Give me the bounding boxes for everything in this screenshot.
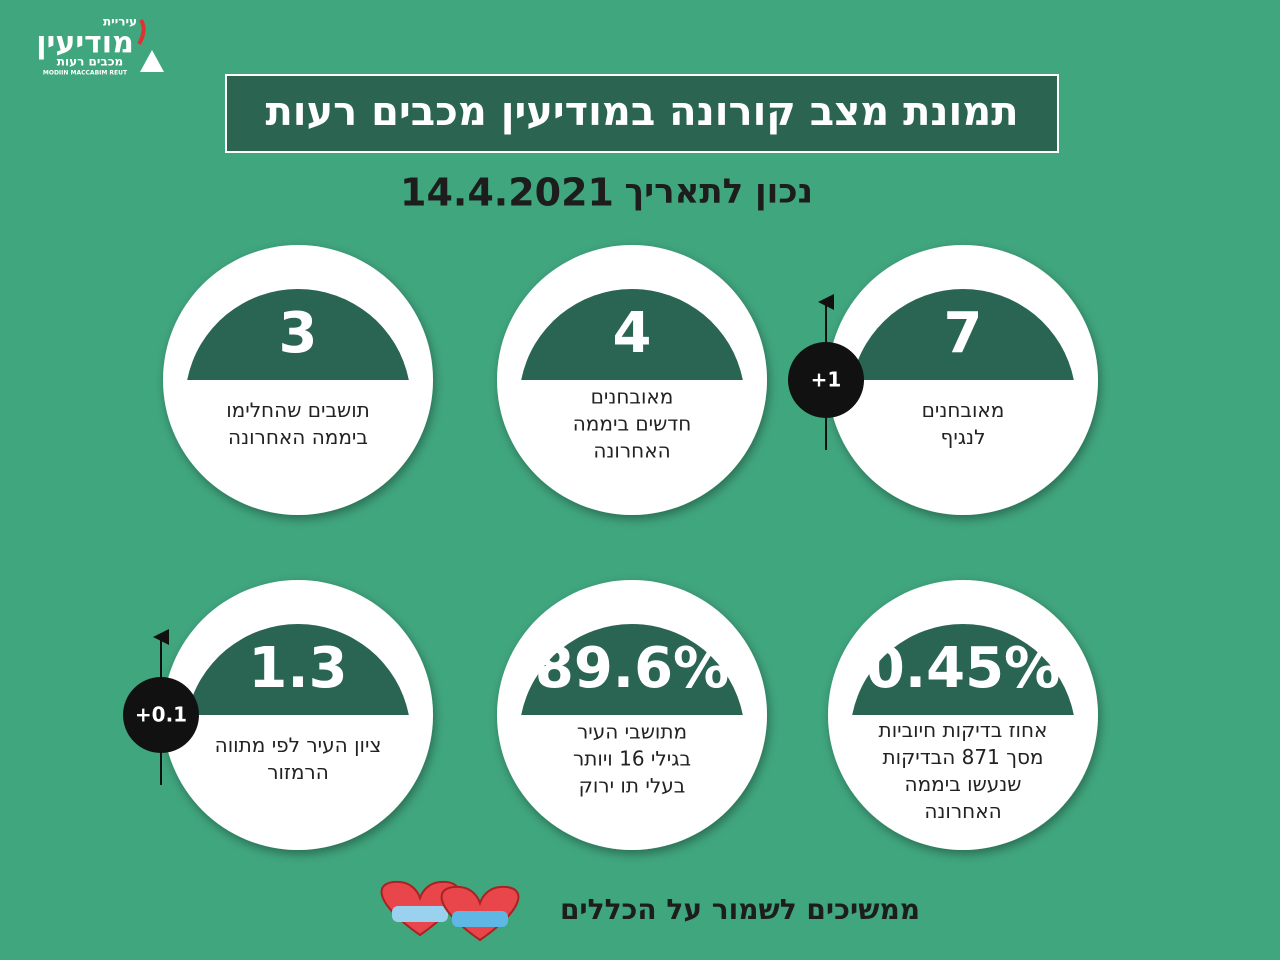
hearts (380, 880, 520, 942)
change-badge (123, 677, 199, 753)
title-box (225, 74, 1059, 153)
logo-top: עיריית (103, 15, 137, 29)
card-label: בגילי 16 ויותר (573, 747, 691, 771)
card-label: מאובחנים (591, 385, 674, 409)
card-label: ציון העיר לפי מתווה (215, 733, 382, 757)
card: 4 מאובחנים חדשים ביממה האחרונה (497, 245, 767, 515)
card-label: לנגיף (941, 425, 986, 449)
logo-icon (140, 50, 164, 72)
card-value: 0.45% (866, 636, 1060, 701)
card-label: בעלי תו ירוק (579, 774, 686, 798)
card-value: 4 (613, 301, 652, 366)
title: תמונת מצב קורונה במודיעין מכבים רעות (265, 89, 1018, 135)
card-cap (521, 289, 743, 380)
logo-flame (137, 18, 146, 45)
logo-sub: מכבים רעות (57, 55, 123, 69)
card-label: שנעשו ביממה (905, 772, 1022, 796)
logo-latin: MODIIN MACCABIM REUT (43, 70, 128, 77)
date-label: נכון לתאריך (624, 172, 813, 212)
card-label: תושבים שהחלימו (226, 398, 370, 422)
footer-text: ממשיכים לשמור על הכללים (560, 893, 920, 926)
card-value: 7 (944, 301, 983, 366)
card-cap (187, 289, 409, 380)
change-value: +0.1 (135, 703, 187, 727)
change-badge (788, 342, 864, 418)
card-label: חדשים ביממה (573, 412, 692, 436)
card-cap (852, 624, 1074, 715)
card-value: 89.6% (535, 636, 729, 701)
card-label: מאובחנים (922, 398, 1005, 422)
card-cap (187, 624, 409, 715)
card: 3 תושבים שהחלימו ביממה האחרונה (163, 245, 433, 515)
card-label: האחרונה (924, 799, 1001, 823)
date: 14.4.2021 (400, 171, 614, 215)
card-label: ביממה האחרונה (228, 425, 368, 449)
card-value: 1.3 (248, 636, 347, 701)
change-value: +1 (811, 368, 842, 392)
logo-name: מודיעין (36, 26, 134, 61)
card: 89.6% מתושבי העיר בגילי 16 ויותר בעלי תו יר… (497, 580, 767, 850)
card: 7 מאובחנים לנגיף +1 (788, 245, 1098, 515)
card-label: האחרונה (593, 439, 670, 463)
logo: עיריית מודיעין מכבים רעות MODIIN MACCABI… (36, 15, 164, 77)
card-label: מתושבי העיר (577, 720, 687, 744)
card: 0.45% אחוז בדיקות חיוביות מסך 871 הבדיקות ש… (828, 580, 1098, 850)
card-cap (521, 624, 743, 715)
card: 1.3 ציון העיר לפי מתווה הרמזור +0.1 (123, 580, 433, 850)
card-value: 3 (279, 301, 318, 366)
card-label: מסך 871 הבדיקות (882, 745, 1043, 769)
card-label: הרמזור (267, 760, 329, 784)
card-label: אחוז בדיקות חיוביות (879, 718, 1048, 742)
card-cap (852, 289, 1074, 380)
cards: 7 מאובחנים לנגיף +1 4 מאובחנים חדשים ביממה האחר… (123, 245, 1098, 850)
